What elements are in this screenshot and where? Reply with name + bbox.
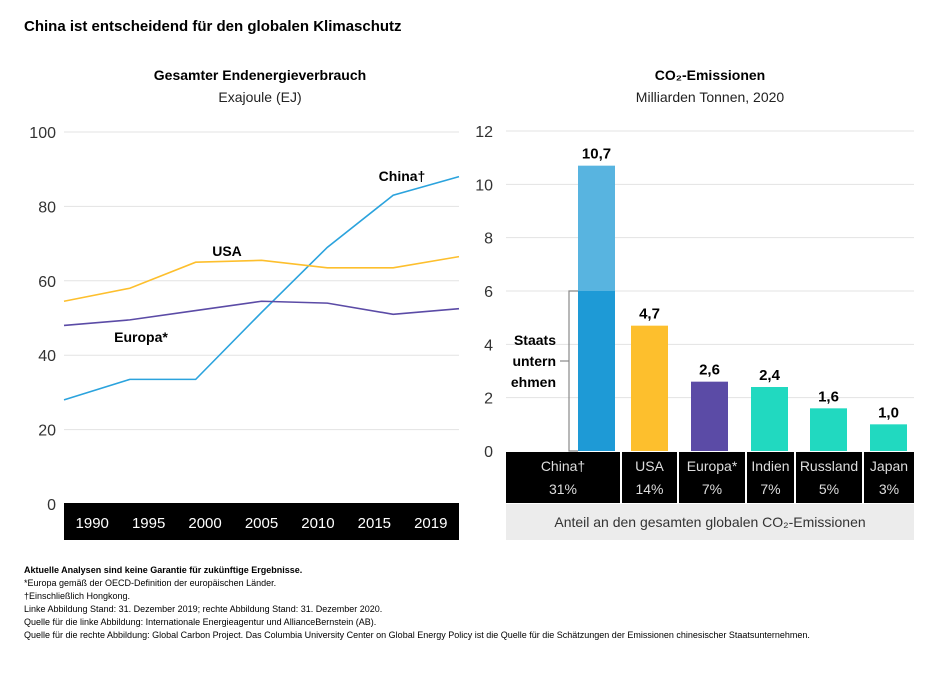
category-box	[796, 452, 862, 503]
state-enterprise-label: untern	[512, 353, 556, 369]
series-label: USA	[212, 243, 242, 259]
x-tick-label: 1995	[132, 515, 165, 532]
right-chart-subtitle: Milliarden Tonnen, 2020	[635, 89, 785, 105]
series-label: Europa*	[114, 329, 168, 345]
y-tick-label: 8	[484, 231, 493, 248]
share-caption-band	[506, 504, 914, 540]
bar-indien	[751, 387, 788, 451]
y-tick-label: 100	[29, 125, 56, 142]
page-title: China ist entscheidend für den globalen …	[24, 18, 402, 35]
share-label: 14%	[635, 481, 663, 497]
category-label: Europa*	[687, 458, 738, 474]
disclaimer: Aktuelle Analysen sind keine Garantie fü…	[24, 565, 303, 575]
y-tick-label: 12	[475, 124, 493, 141]
x-axis-band	[64, 503, 459, 540]
share-label: 5%	[819, 481, 839, 497]
category-box	[506, 452, 620, 503]
y-tick-label: 40	[38, 348, 56, 365]
share-label: 7%	[760, 481, 780, 497]
x-tick-label: 2019	[414, 515, 447, 532]
y-tick-label: 4	[484, 337, 493, 354]
x-tick-label: 2005	[245, 515, 278, 532]
footnote: *Europa gemäß der OECD-Definition der eu…	[24, 578, 277, 588]
bar-europa	[691, 381, 728, 451]
category-label: USA	[635, 458, 664, 474]
category-label: Russland	[800, 458, 858, 474]
series-line-europa	[63, 300, 460, 327]
category-box	[864, 452, 914, 503]
y-tick-label: 0	[484, 444, 493, 461]
x-tick-label: 2000	[188, 515, 221, 532]
footnote: Linke Abbildung Stand: 31. Dezember 2019…	[24, 604, 383, 614]
bar-value-label: 1,0	[878, 404, 899, 421]
state-enterprise-bracket	[568, 290, 578, 452]
y-tick-label: 60	[38, 274, 56, 291]
category-box	[679, 452, 745, 503]
bar-value-label: 1,6	[818, 388, 839, 405]
state-enterprise-label: Staats	[514, 332, 556, 348]
x-tick-label: 2010	[301, 515, 334, 532]
share-label: 7%	[702, 481, 722, 497]
left-chart-subtitle: Exajoule (EJ)	[218, 89, 302, 105]
y-tick-label: 20	[38, 423, 56, 440]
series-label: China†	[379, 168, 426, 184]
share-label: 31%	[549, 481, 577, 497]
footnote: †Einschließlich Hongkong.	[24, 591, 131, 601]
left-chart-title: Gesamter Endenergieverbrauch	[153, 67, 367, 83]
state-enterprise-label: ehmen	[511, 374, 556, 390]
footnotes: Aktuelle Analysen sind keine Garantie fü…	[24, 564, 810, 642]
category-label: China†	[541, 458, 585, 474]
category-box	[747, 452, 794, 503]
footnote: Quelle für die rechte Abbildung: Global …	[24, 630, 810, 640]
series-line-china	[63, 175, 460, 401]
series-line-usa	[63, 255, 460, 303]
bar-japan	[870, 424, 907, 451]
x-tick-label: 1990	[76, 515, 109, 532]
category-box	[622, 452, 677, 503]
bar-value-label: 2,6	[699, 362, 720, 379]
bar-value-label: 2,4	[759, 367, 781, 384]
share-label: 3%	[879, 481, 899, 497]
footnote: Quelle für die linke Abbildung: Internat…	[24, 617, 377, 627]
category-label: Indien	[751, 458, 789, 474]
bar-usa	[631, 325, 668, 451]
category-label: Japan	[870, 458, 908, 474]
y-tick-label: 10	[475, 177, 493, 194]
bar-value-label: 10,7	[582, 146, 611, 163]
bar-value-label: 4,7	[639, 306, 660, 323]
y-tick-label: 80	[38, 199, 56, 216]
bar-russland	[810, 408, 847, 451]
y-tick-label: 0	[47, 497, 56, 514]
share-caption: Anteil an den gesamten globalen CO₂-Emis…	[554, 514, 865, 530]
right-chart-title: CO₂-Emissionen	[654, 67, 766, 83]
x-tick-label: 2015	[358, 515, 391, 532]
bar-china-state-enterprise	[578, 291, 615, 451]
y-tick-label: 6	[484, 284, 493, 301]
y-tick-label: 2	[484, 391, 493, 408]
